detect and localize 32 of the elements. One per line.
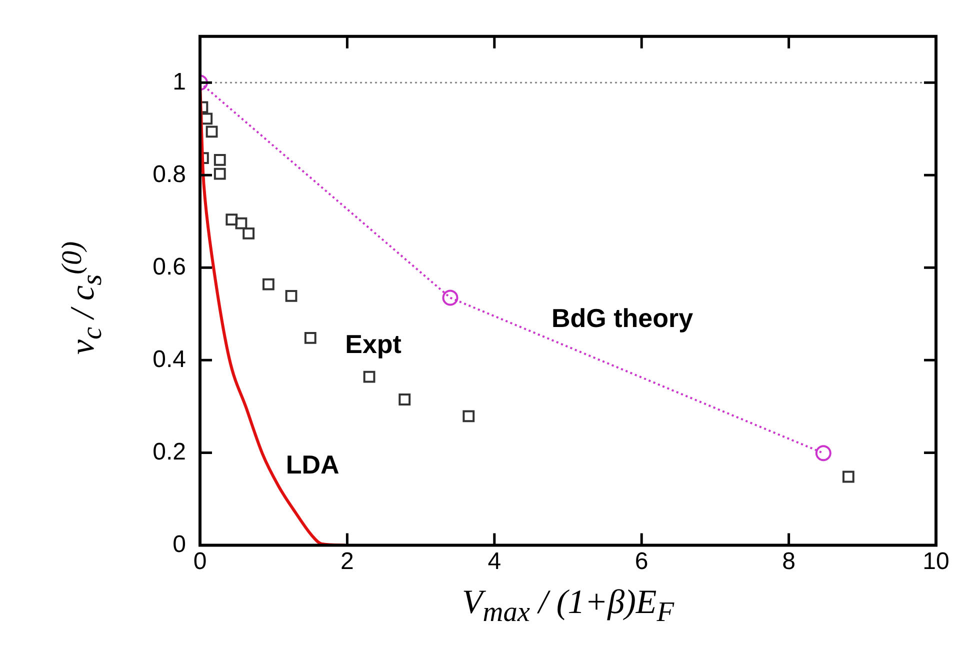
point: [842, 470, 854, 483]
series-label: Expt: [345, 329, 402, 360]
y-tick-label: 0.6: [152, 253, 186, 280]
point: [235, 217, 248, 230]
x-tick-label: 8: [782, 548, 796, 576]
y-tick-label: 0.4: [152, 346, 186, 373]
point: [226, 214, 238, 226]
series-label: LDA: [286, 449, 340, 480]
point: [398, 394, 411, 406]
point: [363, 370, 376, 383]
x-axis-title: V$_{max}$ / (1+β)E$_{F}$: [460, 584, 676, 629]
y-tick-label: 1: [172, 68, 186, 96]
point: [214, 154, 226, 166]
x-tick-label: 6: [634, 548, 648, 576]
y-tick-label: 0.8: [152, 160, 186, 188]
point: [214, 168, 226, 180]
x-tick-label: 0: [193, 548, 207, 576]
point: [442, 290, 458, 306]
x-tick-label: 10: [922, 548, 950, 576]
point: [815, 445, 832, 462]
point: [200, 112, 213, 125]
y-tick-label: 0: [172, 530, 186, 558]
point: [462, 410, 475, 422]
point: [242, 227, 255, 240]
x-tick-label: 2: [340, 548, 354, 576]
series-label: BdG theory: [551, 302, 694, 333]
x-tick-label: 4: [488, 548, 502, 576]
point: [304, 332, 316, 344]
point: [285, 290, 298, 302]
point: [206, 126, 218, 138]
y-tick-label: 0.2: [152, 438, 186, 466]
point: [262, 278, 274, 290]
